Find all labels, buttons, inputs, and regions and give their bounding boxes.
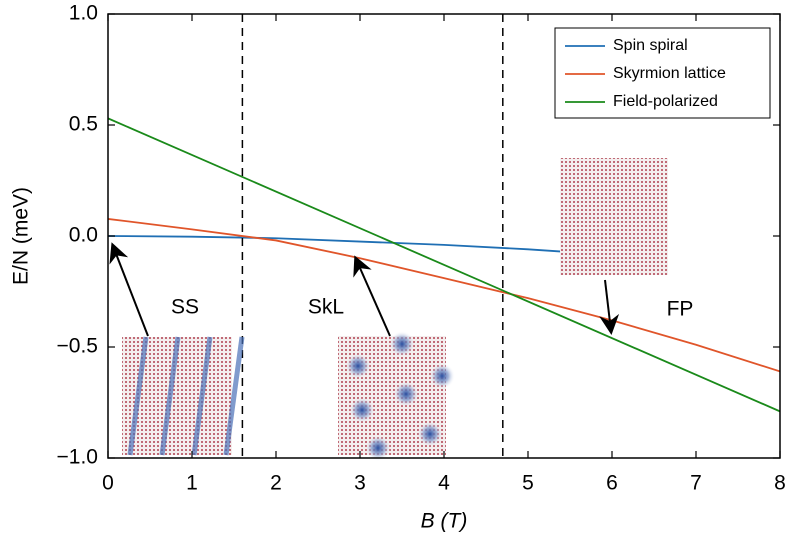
series-line: [108, 235, 562, 253]
skyrmion: [389, 331, 415, 357]
x-axis-label: B (T): [421, 510, 468, 533]
y-tick-label: 0.0: [69, 224, 98, 247]
annotation: SkL: [308, 296, 344, 319]
inset-image: [560, 158, 668, 275]
legend-label: Field-polarized: [613, 93, 718, 110]
x-tick-label: 4: [438, 472, 450, 495]
x-tick-label: 0: [102, 472, 114, 495]
arrow: [109, 242, 149, 337]
y-tick-label: 1.0: [69, 2, 98, 25]
series-line: [108, 117, 780, 413]
inset-image: [122, 336, 245, 456]
x-tick-label: 1: [186, 472, 198, 495]
legend-label: Spin spiral: [613, 37, 688, 54]
arrow: [599, 279, 620, 335]
annotation: SS: [171, 296, 199, 319]
inset-image: [338, 331, 455, 461]
skyrmion: [349, 397, 375, 423]
inset-background: [560, 158, 668, 275]
skyrmion: [365, 435, 391, 461]
skyrmion: [393, 381, 419, 407]
x-tick-label: 6: [606, 472, 618, 495]
skyrmion: [429, 363, 455, 389]
spiral-stripe: [127, 336, 149, 456]
spiral-stripe: [191, 336, 213, 456]
series-line: [108, 218, 780, 373]
x-tick-label: 8: [774, 472, 786, 495]
legend-label: Skyrmion lattice: [613, 65, 726, 82]
x-tick-label: 2: [270, 472, 282, 495]
x-tick-label: 5: [522, 472, 534, 495]
x-tick-label: 3: [354, 472, 366, 495]
x-tick-label: 7: [690, 472, 702, 495]
arrow: [353, 255, 391, 337]
legend-box: [554, 27, 771, 119]
y-axis-label: E/N (meV): [10, 187, 33, 285]
skyrmion: [345, 353, 371, 379]
y-tick-label: −1.0: [57, 446, 98, 469]
annotation: FP: [667, 298, 694, 321]
skyrmion: [417, 421, 443, 447]
spiral-stripe: [159, 336, 181, 456]
spiral-stripe: [223, 336, 245, 456]
y-tick-label: −0.5: [57, 335, 98, 358]
y-tick-label: 0.5: [69, 113, 98, 136]
